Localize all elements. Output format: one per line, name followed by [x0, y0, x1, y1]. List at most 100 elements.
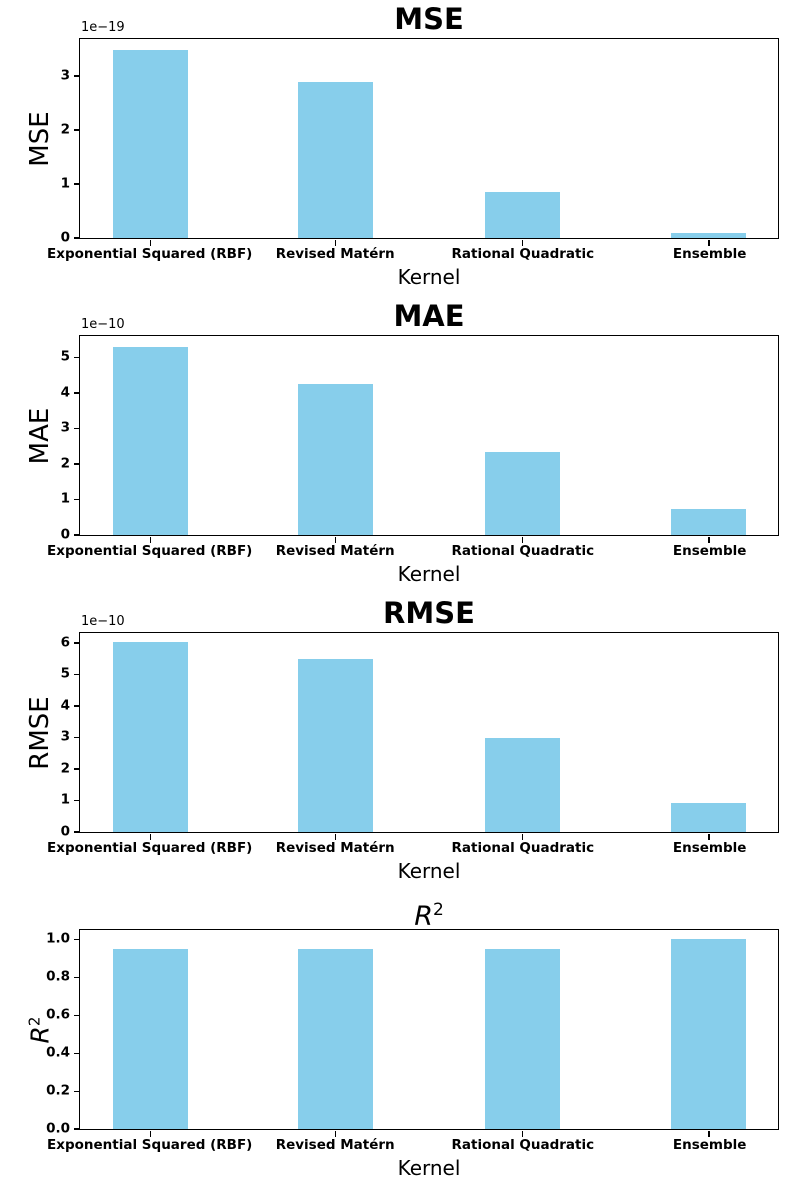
r2-title-base: R	[414, 901, 433, 932]
y-tick-label: 3	[60, 67, 70, 84]
bar-mse-3	[485, 191, 561, 238]
y-tick-mark	[74, 75, 80, 77]
x-tick-mark	[334, 537, 337, 543]
x-tick-mark	[521, 834, 524, 840]
x-tick-mark	[708, 240, 710, 246]
y-tick-label: 2	[60, 455, 70, 472]
y-axis-label: MAE	[25, 407, 55, 465]
y-tick-label: 4	[60, 697, 70, 714]
chart-section-rmse: RMSE 1e−10 0 1 2 3 4 5 6 Exponential Squared (…	[0, 594, 790, 891]
r2-ylabel-base: R	[25, 1026, 55, 1044]
x-tick-label: Rational Quadratic	[451, 543, 595, 559]
y-axis-label: RMSE	[25, 696, 55, 770]
y-tick-label: 6	[60, 634, 70, 651]
bar-rmse-1	[112, 641, 188, 832]
chart-title-mse: MSE	[394, 2, 464, 36]
y-tick-mark	[74, 938, 80, 941]
x-tick-label: Ensemble	[672, 246, 747, 262]
chart-section-r2: R2 0.0 0.2 0.4 0.6 0.8 1.0 Exponential Square…	[0, 891, 790, 1188]
y-tick-label: 0	[60, 526, 70, 543]
y-tick-label: 2	[60, 760, 70, 777]
x-tick-mark	[521, 240, 524, 246]
x-tick-label: Exponential Squared (RBF)	[47, 246, 253, 262]
x-tick-label: Exponential Squared (RBF)	[47, 840, 253, 856]
plot-area-mse: 1e−19 0 1 2 3	[61, 21, 779, 246]
y-tick-mark	[74, 705, 80, 707]
bar-mse-4	[671, 233, 747, 238]
x-tick-label: Rational Quadratic	[451, 246, 595, 262]
x-tick-mark	[521, 537, 524, 543]
y-tick-label: 1	[60, 175, 70, 192]
r2-title-superscript: 2	[432, 900, 444, 920]
x-tick-label: Ensemble	[672, 840, 747, 856]
x-tick-label: Revised Matérn	[275, 1137, 395, 1153]
bar-mae-4	[671, 508, 747, 535]
y-tick-label: 0.2	[46, 1082, 70, 1099]
y-tick-label: 5	[60, 665, 70, 682]
bar-mae-1	[112, 347, 188, 535]
x-tick-mark	[521, 1131, 524, 1137]
bar-mse-2	[297, 82, 373, 238]
y-tick-mark	[74, 736, 80, 739]
x-axis-label: Kernel	[397, 265, 461, 289]
x-tick-mark	[334, 834, 337, 840]
axis-offset-label: 1e−10	[81, 317, 125, 332]
y-tick-mark	[74, 498, 80, 501]
bar-rmse-2	[297, 659, 373, 832]
y-tick-mark	[74, 768, 80, 770]
x-tick-row: Exponential Squared (RBF) Revised Matérn R…	[47, 1130, 779, 1154]
y-tick-mark	[74, 1128, 80, 1130]
plot-area-mae: 1e−10 0 1 2 3 4 5	[61, 318, 779, 543]
x-tick-mark	[149, 1131, 152, 1137]
y-tick-label: 0.4	[46, 1044, 70, 1061]
x-tick-mark	[334, 240, 337, 246]
y-tick-mark	[74, 673, 80, 676]
y-tick-label: 4	[60, 384, 70, 401]
x-tick-label: Rational Quadratic	[451, 1137, 595, 1153]
bar-mae-3	[485, 451, 561, 535]
chart-section-mse: MSE 1e−19 0 1 2 3 Exponential Squared (RBF)…	[0, 0, 790, 297]
chart-title-r2: R2	[79, 891, 779, 932]
y-tick-mark	[74, 427, 80, 430]
y-tick-label: 3	[60, 419, 70, 436]
y-tick-mark	[74, 799, 80, 802]
y-tick-mark	[74, 356, 80, 359]
x-tick-mark	[708, 537, 710, 543]
plot-area-r2: 0.0 0.2 0.4 0.6 0.8 1.0	[46, 929, 779, 1137]
y-tick-mark	[74, 183, 80, 185]
bar-rmse-4	[671, 802, 747, 832]
y-tick-mark	[74, 976, 80, 979]
x-tick-label: Revised Matérn	[275, 840, 395, 856]
x-axis-label: Kernel	[397, 859, 461, 883]
bar-mae-2	[297, 383, 373, 535]
chart-section-mae: MAE 1e−10 0 1 2 3 4 5 Exponential Squared (RB…	[0, 297, 790, 594]
y-tick-label: 0.0	[46, 1120, 70, 1137]
x-tick-label: Ensemble	[672, 1137, 747, 1153]
x-tick-label: Ensemble	[672, 543, 747, 559]
y-tick-label: 0	[60, 823, 70, 840]
y-tick-label: 1	[60, 791, 70, 808]
x-tick-mark	[149, 240, 152, 246]
y-tick-mark	[74, 129, 80, 131]
x-tick-label: Rational Quadratic	[451, 840, 595, 856]
x-tick-mark	[708, 1131, 710, 1137]
y-tick-mark	[74, 1090, 80, 1093]
x-tick-label: Revised Matérn	[275, 246, 395, 262]
y-tick-label: 3	[60, 728, 70, 745]
x-tick-label: Revised Matérn	[275, 543, 395, 559]
y-tick-label: 1.0	[46, 930, 70, 947]
x-tick-row: Exponential Squared (RBF) Revised Matérn R…	[47, 239, 779, 263]
y-tick-mark	[74, 534, 80, 536]
y-tick-mark	[74, 392, 80, 394]
chart-title-mae: MAE	[393, 299, 465, 333]
chart-title-rmse: RMSE	[383, 596, 475, 630]
bar-rmse-3	[485, 738, 561, 832]
plot-area-rmse: 1e−10 0 1 2 3 4 5 6	[61, 615, 779, 840]
x-tick-label: Exponential Squared (RBF)	[47, 543, 253, 559]
axis-offset-label: 1e−19	[81, 20, 125, 35]
bar-r-3	[485, 948, 561, 1129]
x-tick-mark	[334, 1131, 337, 1137]
x-tick-mark	[708, 834, 710, 840]
x-axis-label: Kernel	[397, 1156, 461, 1180]
